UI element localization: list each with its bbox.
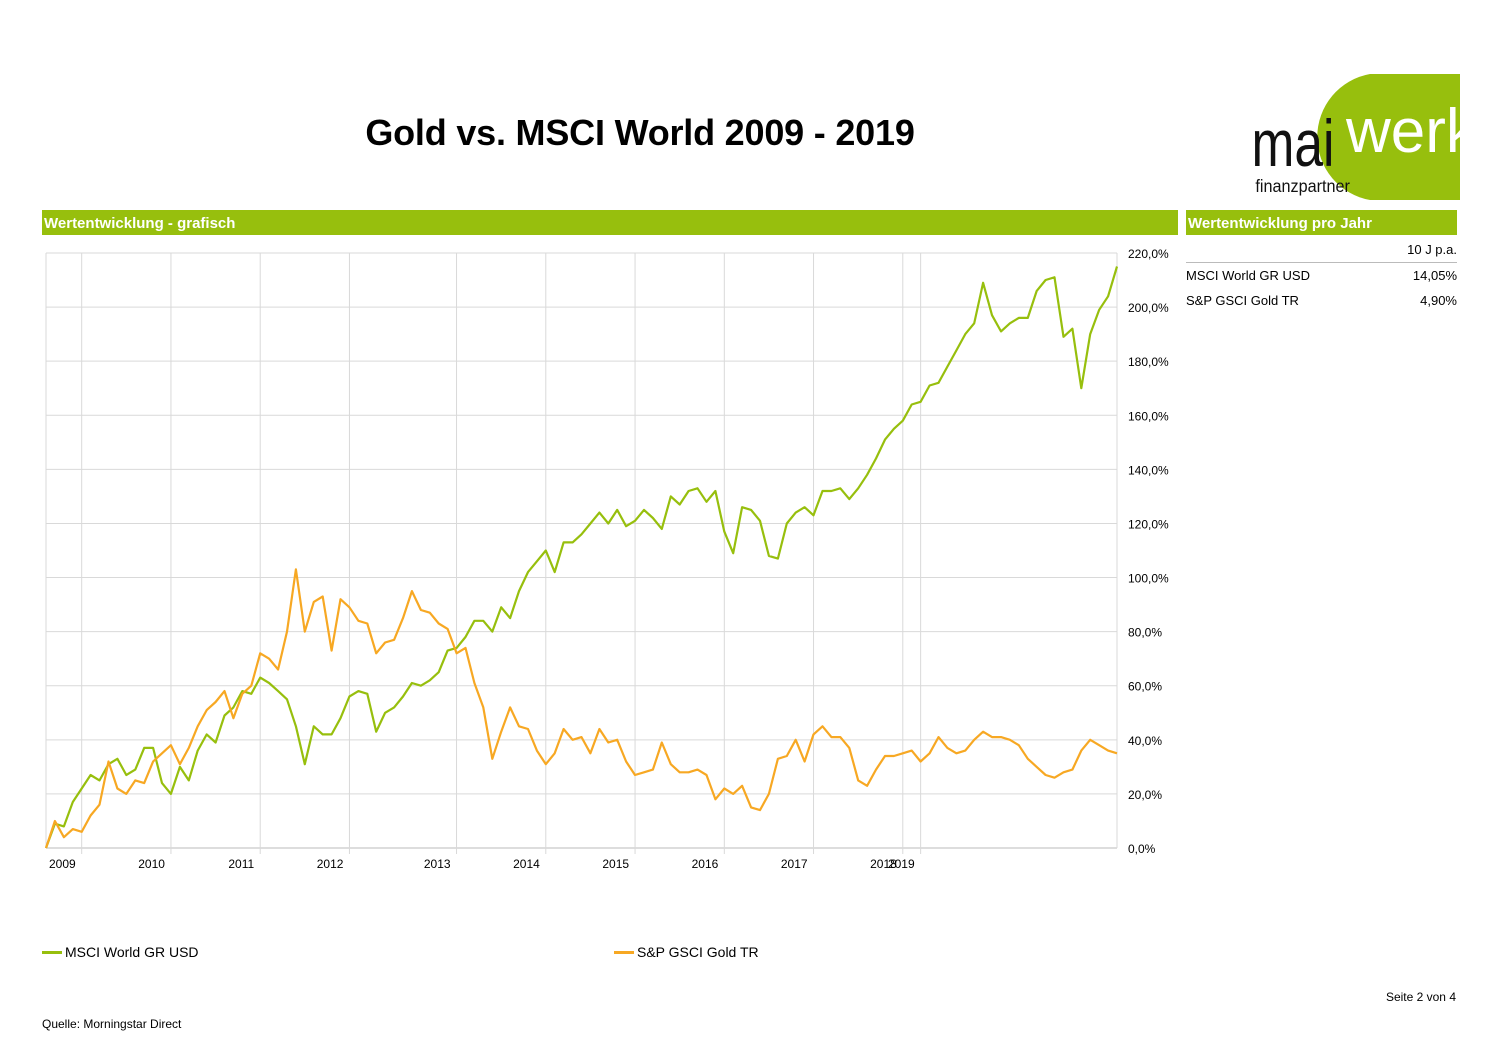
chart-series xyxy=(44,266,1119,849)
x-tick-label: 2014 xyxy=(513,857,540,871)
maiwerk-logo: mai werk finanzpartner xyxy=(1252,74,1460,200)
x-tick-label: 2010 xyxy=(138,857,165,871)
source-note: Quelle: Morningstar Direct xyxy=(42,1017,182,1031)
x-tick-label: 2019 xyxy=(888,857,915,871)
legend-label-gold: S&P GSCI Gold TR xyxy=(637,944,759,960)
page-title: Gold vs. MSCI World 2009 - 2019 xyxy=(365,112,915,153)
performance-column-header: 10 J p.a. xyxy=(1186,240,1457,263)
performance-row-name: S&P GSCI Gold TR xyxy=(1186,293,1299,308)
y-tick-label: 60,0% xyxy=(1128,680,1162,694)
y-tick-label: 220,0% xyxy=(1128,247,1169,261)
logo-tagline: finanzpartner xyxy=(1255,176,1350,196)
performance-row-value: 4,90% xyxy=(1420,293,1457,308)
chart-axes: 0,0% 20,0% 40,0% 60,0% 80,0% 100,0% 120,0% 140,… xyxy=(49,247,1169,871)
y-tick-label: 20,0% xyxy=(1128,788,1162,802)
x-tick-label: 2012 xyxy=(317,857,344,871)
y-tick-label: 40,0% xyxy=(1128,734,1162,748)
performance-row-name: MSCI World GR USD xyxy=(1186,268,1310,283)
x-tick-label: 2018 xyxy=(870,857,897,871)
logo-green-shape xyxy=(1317,74,1460,200)
y-tick-label: 180,0% xyxy=(1128,355,1169,369)
y-tick-label: 200,0% xyxy=(1128,301,1169,315)
chart-grid xyxy=(45,252,1118,854)
x-tick-label: 2015 xyxy=(602,857,629,871)
logo-text-werk: werk xyxy=(1345,97,1460,166)
legend-item-msci: MSCI World GR USD xyxy=(42,944,199,960)
section-header-chart: Wertentwicklung - grafisch xyxy=(42,210,1178,235)
page-number: Seite 2 von 4 xyxy=(1385,990,1456,1004)
x-tick-label: 2011 xyxy=(228,857,254,871)
logo-text-mai: mai xyxy=(1252,106,1335,181)
y-tick-label: 100,0% xyxy=(1128,572,1169,586)
y-tick-label: 140,0% xyxy=(1128,463,1169,477)
y-tick-label: 0,0% xyxy=(1128,842,1156,856)
performance-row-value: 14,05% xyxy=(1412,268,1457,283)
x-tick-label: 2016 xyxy=(692,857,719,871)
legend-item-gold: S&P GSCI Gold TR xyxy=(614,944,759,960)
legend-label-msci: MSCI World GR USD xyxy=(65,944,199,960)
x-tick-label: 2013 xyxy=(424,857,451,871)
performance-table: 10 J p.a. MSCI World GR USD 14,05% S&P G… xyxy=(1186,240,1457,313)
gold-series-line xyxy=(44,568,1118,849)
performance-row: S&P GSCI Gold TR 4,90% xyxy=(1186,288,1457,313)
y-tick-label: 160,0% xyxy=(1128,409,1169,423)
section-header-performance: Wertentwicklung pro Jahr xyxy=(1186,210,1457,235)
msci-series-line xyxy=(44,266,1119,849)
x-tick-label: 2017 xyxy=(781,857,808,871)
legend-swatch-msci xyxy=(42,950,62,954)
y-tick-label: 80,0% xyxy=(1128,626,1162,640)
performance-row: MSCI World GR USD 14,05% xyxy=(1186,263,1457,288)
legend-swatch-gold xyxy=(614,950,634,954)
x-tick-label: 2009 xyxy=(49,857,76,871)
y-tick-label: 120,0% xyxy=(1128,517,1169,531)
